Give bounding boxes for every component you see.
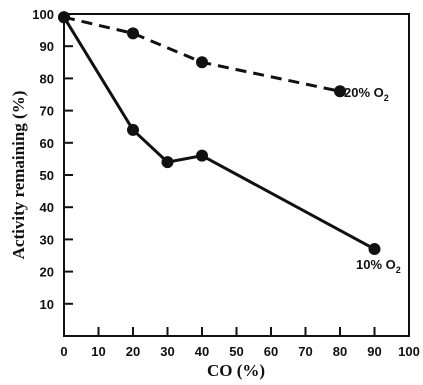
y-axis-ticks: 10 20 30 40 50 60 70 80 90 100: [32, 7, 73, 312]
data-point: [127, 27, 139, 40]
x-tick-label: 40: [195, 344, 209, 359]
data-point: [368, 243, 381, 256]
x-tick-label: 50: [229, 344, 243, 359]
series-label-20-o2-main: 20% O: [344, 85, 384, 100]
series-label-10-o2: 10% O2: [356, 257, 401, 275]
data-point: [196, 149, 208, 162]
series-label-10-o2-sub: 2: [396, 265, 401, 275]
x-tick-label: 20: [126, 344, 140, 359]
y-tick-label: 20: [40, 265, 54, 280]
y-tick-label: 80: [40, 71, 54, 86]
series-label-10-o2-main: 10% O: [356, 257, 396, 272]
data-point: [196, 56, 208, 69]
y-tick-label: 10: [40, 297, 54, 312]
data-point: [161, 156, 174, 169]
data-point: [58, 11, 70, 24]
y-tick-label: 70: [40, 104, 54, 119]
x-tick-label: 90: [367, 344, 381, 359]
series-layer: [58, 11, 381, 256]
x-tick-label: 60: [264, 344, 278, 359]
x-tick-label: 100: [398, 344, 420, 359]
series-line-1: [62, 16, 376, 251]
data-point: [334, 85, 346, 98]
x-tick-label: 70: [298, 344, 312, 359]
series-line-0: [63, 15, 341, 93]
y-tick-label: 40: [40, 200, 54, 215]
series-label-20-o2: 20% O2: [344, 85, 389, 103]
series-label-20-o2-sub: 2: [384, 93, 389, 103]
y-tick-label: 100: [32, 7, 54, 22]
y-tick-label: 60: [40, 136, 54, 151]
y-axis-title: Activity remaining (%): [9, 91, 28, 260]
x-tick-label: 30: [160, 344, 174, 359]
x-tick-label: 10: [91, 344, 105, 359]
y-tick-label: 90: [40, 39, 54, 54]
x-tick-label: 80: [333, 344, 347, 359]
y-tick-label: 50: [40, 168, 54, 183]
x-axis-title: CO (%): [207, 361, 265, 380]
x-axis-ticks: 0 10 20 30 40 50 60 70 80 90 100: [60, 327, 420, 359]
data-point: [127, 123, 139, 136]
x-tick-label: 0: [60, 344, 67, 359]
y-tick-label: 30: [40, 232, 54, 247]
